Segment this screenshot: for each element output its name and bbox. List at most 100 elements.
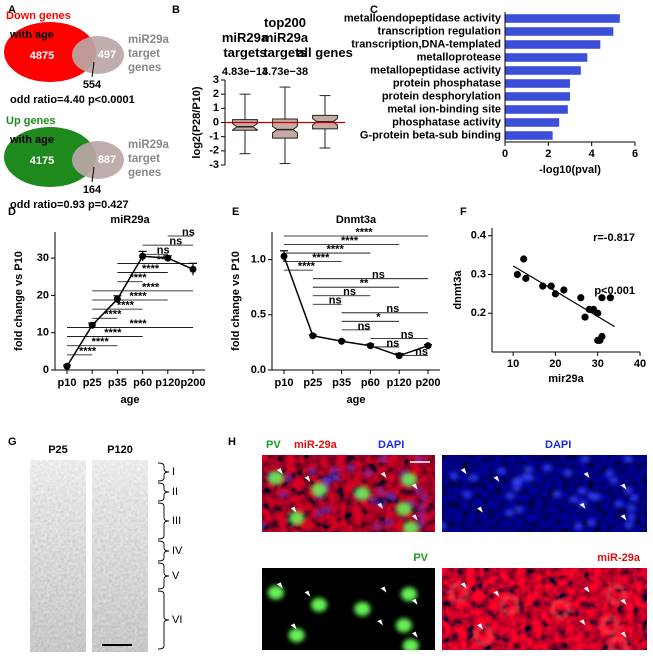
arrowhead [411, 598, 418, 605]
nucleus [372, 522, 382, 530]
micrograph [442, 568, 647, 650]
significance-label: ns [401, 329, 414, 341]
category-label: G-protein beta-sub binding [360, 129, 501, 141]
nucleus [604, 470, 614, 478]
nucleus [363, 469, 373, 477]
nucleus [368, 495, 378, 503]
significance-label: **** [142, 281, 160, 293]
data-point [338, 337, 346, 345]
cell-soma [606, 584, 626, 604]
venn-group-label: Up genes [6, 115, 56, 127]
layer-brace [157, 502, 170, 540]
category-label: metal ion-binding site [387, 103, 501, 115]
data-point [366, 342, 374, 350]
arrowhead [620, 631, 627, 638]
y-tick-label: -1 [209, 131, 219, 143]
venn-group-label: Down genes [6, 10, 71, 22]
image-label: P120 [107, 444, 133, 456]
x-tick-label: p200 [415, 377, 440, 389]
arrowhead [304, 475, 311, 482]
category-label: miR29a targets [221, 30, 269, 60]
significance-label: **** [129, 318, 147, 330]
nucleus [419, 494, 429, 502]
data-point [596, 336, 604, 344]
channel-label: PV [266, 439, 281, 451]
nucleus [375, 487, 385, 495]
pv-cell [311, 482, 328, 497]
cell-soma [473, 625, 493, 645]
y-tick-label: 0.5 [251, 309, 266, 321]
venn-group [4, 22, 96, 82]
channel-label: miR-29a [294, 439, 338, 451]
pv-cell [395, 501, 412, 516]
x-tick-label: 6 [632, 148, 638, 160]
data-point [280, 252, 288, 260]
arrowhead [579, 502, 586, 509]
nucleus [614, 500, 624, 508]
arrowhead [620, 598, 627, 605]
box [272, 118, 298, 139]
bar [505, 118, 560, 127]
significance-label: ns [329, 295, 342, 307]
x-axis-label: age [121, 394, 140, 406]
layer-brace [157, 562, 170, 590]
x-tick-label: p25 [303, 377, 322, 389]
nucleus [307, 467, 317, 475]
nucleus [563, 469, 573, 477]
annotation: p<0.001 [594, 285, 635, 297]
arrowhead [290, 506, 297, 513]
significance-label: **** [79, 345, 97, 357]
data-point [424, 342, 432, 350]
x-tick-label: p60 [361, 377, 380, 389]
nucleus [327, 473, 337, 481]
data-point [139, 252, 147, 260]
venn-target-label: miR29a target genes [128, 139, 169, 179]
nucleus [462, 491, 472, 499]
layer-label: III [172, 515, 181, 527]
significance-label: **** [117, 300, 135, 312]
pv-cell [354, 486, 371, 501]
category-label: protein phosphatase [393, 77, 501, 89]
data-point [309, 332, 317, 340]
annotation: r=-0.817 [593, 232, 635, 244]
data-point [598, 294, 606, 302]
bar [505, 92, 570, 101]
layer-brace [157, 462, 170, 482]
venn-target [72, 36, 124, 74]
x-tick-label: 10 [507, 358, 519, 370]
channel-label: PV [413, 552, 428, 564]
pv-cell [402, 521, 419, 532]
bar [505, 66, 581, 75]
y-tick-label: 0 [43, 364, 49, 376]
data-point [513, 270, 521, 279]
panel-label: B [172, 4, 180, 16]
arrowhead [493, 475, 500, 482]
bar [505, 53, 588, 62]
x-tick-label: 2 [545, 148, 551, 160]
venn-only-target: 887 [98, 154, 116, 166]
data-point [520, 255, 528, 263]
nucleus [587, 519, 597, 527]
bar [505, 27, 614, 36]
significance-label: **** [327, 243, 345, 255]
x-tick-label: p120 [155, 377, 180, 389]
x-tick-label: p120 [387, 377, 412, 389]
y-tick-label: 2 [213, 88, 219, 100]
p-value: 3.73e−38 [262, 66, 308, 78]
data-point [606, 294, 615, 302]
significance-label: ns [169, 236, 182, 248]
nucleus [378, 455, 388, 463]
nucleus [520, 473, 530, 481]
significance-label: ns [386, 337, 399, 349]
arrowhead [380, 586, 387, 593]
significance-label: **** [341, 235, 359, 247]
nucleus [383, 519, 393, 527]
category-label: metalloprotease [417, 51, 501, 63]
chart-title: Dnmt3a [336, 214, 377, 226]
pv-cell [401, 587, 418, 602]
y-axis-label: fold change vs P10 [13, 251, 25, 351]
data-point [522, 274, 530, 282]
x-tick-label: p60 [133, 377, 152, 389]
